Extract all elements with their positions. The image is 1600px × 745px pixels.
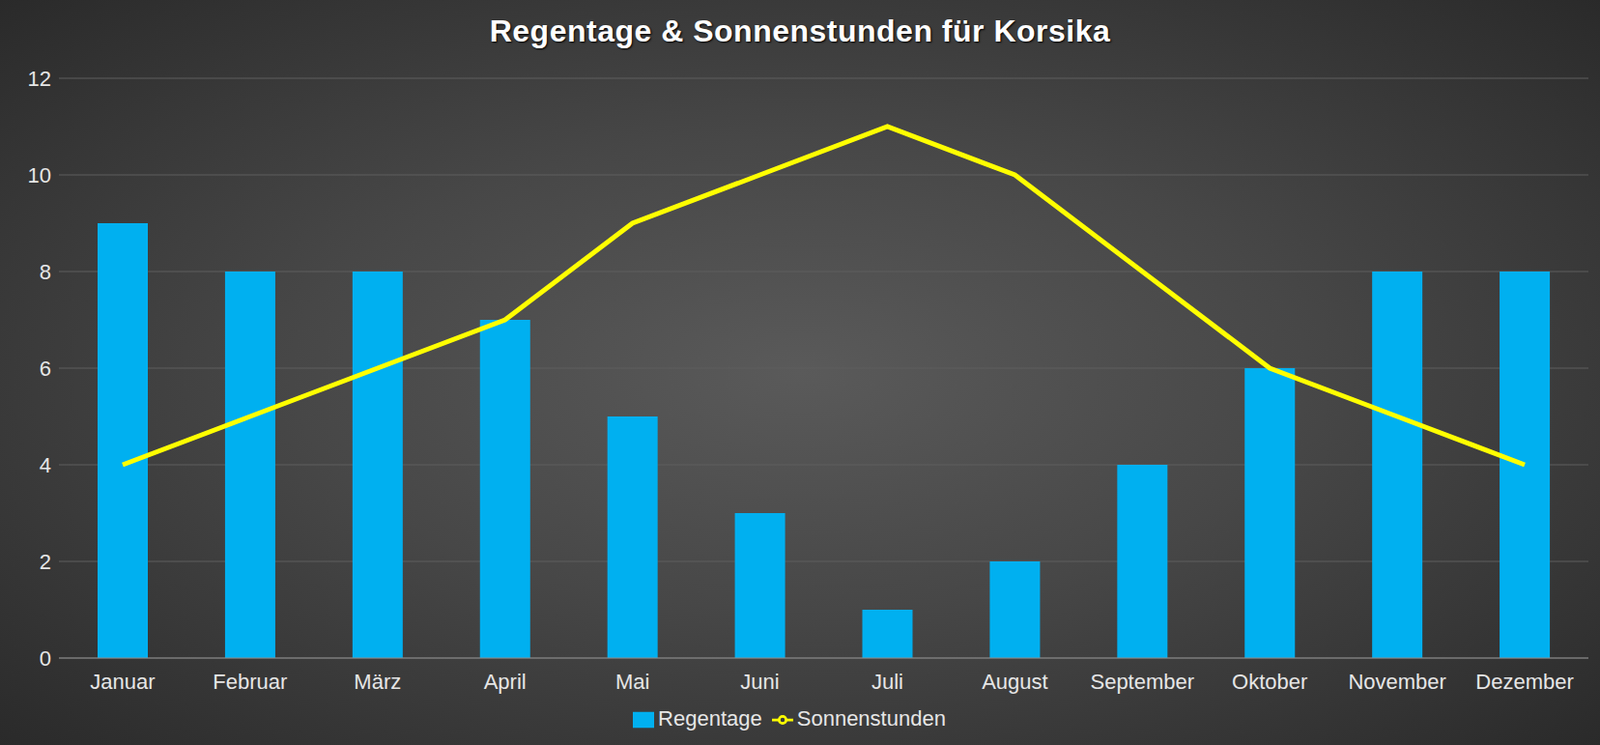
svg-text:Mai: Mai [615,669,650,694]
svg-text:Juli: Juli [871,669,904,694]
svg-text:10: 10 [28,163,52,188]
svg-text:Dezember: Dezember [1475,669,1573,694]
svg-text:August: August [981,669,1049,694]
svg-text:6: 6 [39,356,52,381]
svg-text:0: 0 [39,646,52,671]
svg-text:Juni: Juni [740,669,779,694]
svg-text:8: 8 [39,259,52,285]
svg-text:März: März [353,669,401,694]
html-text:Regentage: Regentage [658,706,763,731]
svg-text:Januar: Januar [89,669,155,694]
svg-text:4: 4 [39,453,52,478]
svg-text:Oktober: Oktober [1231,669,1308,694]
html-text:Regentage & Sonnenstunden für: Regentage & Sonnenstunden für Korsika [489,13,1111,49]
svg-text:November: November [1347,669,1446,694]
svg-text:Februar: Februar [212,669,287,694]
html-text:Sonnenstunden: Sonnenstunden [796,706,946,731]
svg-text:2: 2 [39,549,52,574]
svg-text:April: April [484,669,527,694]
svg-text:12: 12 [28,66,52,91]
svg-text:September: September [1089,669,1195,694]
